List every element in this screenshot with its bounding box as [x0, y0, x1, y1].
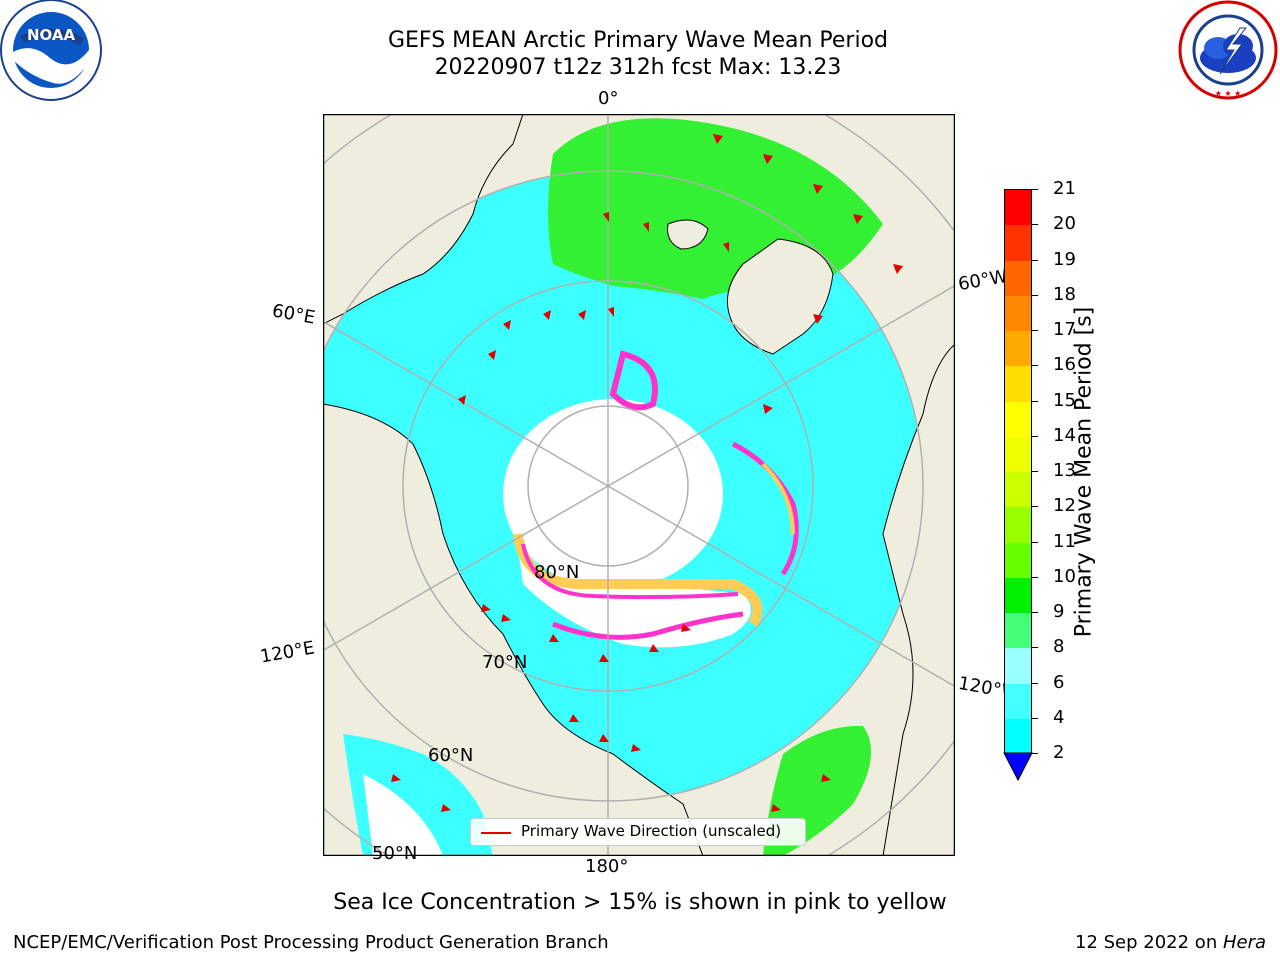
land-eurasia	[323, 403, 704, 856]
land-iceland	[667, 219, 709, 250]
land-north-america	[882, 244, 955, 856]
colorbar-tick-label: 9	[1053, 601, 1065, 622]
graticule	[323, 114, 955, 856]
colorbar-tick-label: 12	[1053, 495, 1076, 517]
colorbar	[1004, 189, 1032, 755]
colorbar-tick-label: 16	[1053, 354, 1076, 376]
latitude-label-70n: 70°N	[482, 652, 528, 673]
chart-subtitle: 20220907 t12z 312h fcst Max: 13.23	[434, 55, 842, 80]
caption: Sea Ice Concentration > 15% is shown in …	[333, 890, 947, 915]
colorbar-tick-label: 19	[1053, 248, 1076, 270]
colorbar-tick-label: 14	[1053, 424, 1076, 446]
meridian-label-120e: 120°E	[258, 637, 317, 668]
footer-host: Hera	[1222, 932, 1266, 953]
legend-label: Primary Wave Direction (unscaled)	[521, 822, 782, 840]
footer-right: 12 Sep 2022 on Hera	[1075, 932, 1266, 953]
colorbar-extend-triangle	[1003, 752, 1033, 782]
noaa-logo-text: NOAA	[27, 26, 76, 44]
colorbar-segment	[1005, 225, 1031, 261]
colorbar-tick-label: 15	[1053, 389, 1076, 411]
land-greenland-north	[726, 238, 834, 355]
colorbar-tick-mark	[1032, 753, 1038, 754]
colorbar-tick-label: 2	[1053, 742, 1065, 763]
colorbar-tick-label: 11	[1053, 530, 1076, 552]
colorbar-tick-mark	[1032, 717, 1038, 719]
colorbar-segment	[1005, 366, 1031, 402]
colorbar-segment	[1005, 190, 1031, 226]
colorbar-segment	[1005, 436, 1031, 473]
colorbar-segment	[1005, 507, 1031, 543]
colorbar-tick-mark	[1032, 294, 1038, 296]
colorbar-tick-mark	[1032, 400, 1038, 402]
colorbar-tick-label: 20	[1053, 213, 1076, 235]
colorbar-tick-mark	[1032, 576, 1038, 578]
colorbar-tick-label: 10	[1053, 565, 1076, 587]
meridian-label-60w: 60°W	[956, 265, 1010, 296]
footer-date: 12 Sep 2022 on	[1075, 932, 1223, 953]
colorbar-tick-mark	[1032, 612, 1038, 613]
colorbar-segment	[1005, 648, 1031, 684]
colorbar-tick-mark	[1032, 224, 1038, 226]
colorbar-segment	[1005, 577, 1031, 614]
sea-ice-core	[503, 399, 723, 589]
colorbar-segment	[1005, 683, 1031, 720]
noaa-logo: NOAA	[0, 0, 102, 101]
colorbar-segment	[1005, 472, 1031, 508]
colorbar-tick-label: 4	[1053, 706, 1065, 728]
colorbar-tick-label: 6	[1053, 671, 1065, 693]
colorbar-tick-mark	[1032, 506, 1038, 508]
colorbar-segment	[1005, 401, 1031, 438]
map-legend: Primary Wave Direction (unscaled)	[470, 818, 806, 846]
meridian-label-0: 0°	[598, 88, 619, 109]
colorbar-tick-label: 8	[1053, 636, 1065, 658]
svg-text:★ ★ ★: ★ ★ ★	[1215, 89, 1242, 98]
colorbar-tick-label: 17	[1053, 319, 1076, 340]
colorbar-segment	[1005, 295, 1031, 332]
legend-arrow-swatch	[481, 832, 511, 834]
colorbar-tick-label: 13	[1053, 460, 1076, 481]
latitude-label-80n: 80°N	[534, 562, 580, 583]
colorbar-tick-mark	[1032, 365, 1038, 367]
colorbar-segment	[1005, 260, 1031, 297]
latitude-label-60n: 60°N	[428, 745, 474, 766]
colorbar-tick-mark	[1032, 259, 1038, 261]
colorbar-tick-mark	[1032, 435, 1038, 437]
land-scandinavia	[323, 114, 524, 325]
colorbar-tick-mark	[1032, 189, 1038, 190]
colorbar-segment	[1005, 613, 1031, 649]
chart-title: GEFS MEAN Arctic Primary Wave Mean Perio…	[387, 28, 888, 53]
nws-logo: ★ ★ ★	[1178, 0, 1278, 100]
colorbar-tick-mark	[1032, 682, 1038, 684]
colorbar-tick-mark	[1032, 471, 1038, 472]
latitude-label-50n: 50°N	[372, 843, 418, 864]
colorbar-tick-mark	[1032, 330, 1038, 331]
polar-map	[323, 114, 955, 856]
meridian-label-60e: 60°E	[270, 300, 317, 329]
colorbar-segment	[1005, 331, 1031, 367]
colorbar-label: Primary Wave Mean Period [s]	[1071, 306, 1097, 638]
wave-direction-arrows	[391, 134, 903, 812]
meridian-label-180: 180°	[585, 856, 629, 877]
colorbar-tick-mark	[1032, 541, 1038, 543]
colorbar-segment	[1005, 718, 1031, 755]
colorbar-tick-label: 21	[1053, 178, 1076, 199]
map-frame	[323, 114, 955, 856]
colorbar-segment	[1005, 542, 1031, 579]
colorbar-tick-label: 18	[1053, 283, 1076, 305]
footer-left: NCEP/EMC/Verification Post Processing Pr…	[13, 932, 609, 953]
colorbar-tick-mark	[1032, 647, 1038, 649]
